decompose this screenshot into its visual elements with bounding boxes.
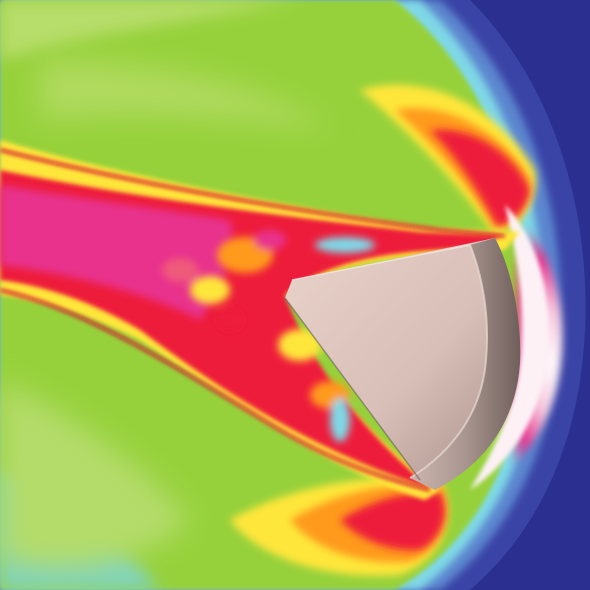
capsule-backshell <box>285 238 519 490</box>
lower-light-green <box>0 380 190 568</box>
stagnation-hot-core <box>470 205 549 490</box>
upper-light-green <box>40 60 330 130</box>
upper-shear-line <box>0 148 506 238</box>
wake-core-magenta <box>0 185 233 320</box>
wake-turbulence <box>162 230 375 442</box>
lower-shoulder-lobe <box>230 477 448 576</box>
capsule-upper-edge <box>291 244 471 281</box>
capsule-heat-shield <box>410 238 521 490</box>
capsule-shoulder-edge <box>409 244 489 479</box>
capsule <box>284 238 521 490</box>
lower-shear-line <box>0 288 431 492</box>
upper-light-band <box>0 0 300 60</box>
capsule-lower-edge <box>284 297 421 481</box>
